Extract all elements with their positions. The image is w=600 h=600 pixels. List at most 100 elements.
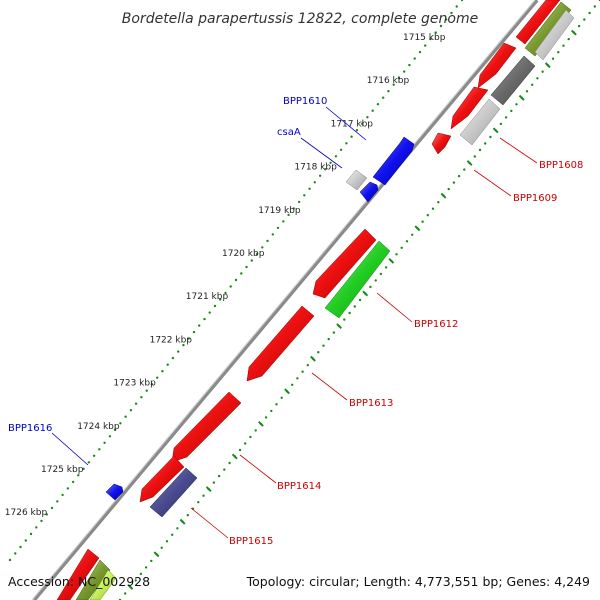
ruler-dot [551, 57, 555, 60]
ruler-dot [577, 24, 581, 28]
feature-lightgray-bpp1609[interactable] [459, 98, 501, 146]
feature-darkgray[interactable] [490, 55, 536, 106]
ruler-dot [56, 500, 59, 503]
gene-arrow-top-3[interactable] [450, 86, 489, 130]
ruler-dot [228, 461, 231, 465]
ruler-dot [197, 501, 200, 504]
ruler-dot [166, 363, 169, 366]
ruler-dot [182, 343, 185, 347]
ruler-dot [457, 174, 461, 178]
ruler-dot [510, 109, 513, 113]
ruler-dot [504, 116, 508, 119]
label-bpp1613[interactable]: BPP1613 [349, 398, 393, 409]
ruler-dot [536, 77, 539, 80]
ruler-dot [400, 246, 403, 249]
ruler-dot [531, 83, 534, 87]
ruler-dot [219, 298, 222, 301]
feature-olive-bottom[interactable] [75, 559, 111, 600]
ruler-tick [310, 355, 316, 362]
feature-lightgray-top[interactable] [534, 9, 575, 61]
ruler-tick [205, 486, 212, 493]
ruler-dot [140, 396, 143, 399]
label-bpp1614[interactable]: BPP1614 [277, 481, 321, 492]
label-bpp1608[interactable]: BPP1608 [539, 160, 583, 171]
ruler-dot [224, 291, 227, 295]
ruler-dot [234, 278, 238, 282]
ruler-dot [171, 356, 175, 360]
ruler-dot [525, 90, 529, 93]
ruler-dot [92, 454, 96, 457]
ruler-dot [119, 422, 122, 425]
feature-gray-csaA[interactable] [345, 169, 368, 191]
ruler-dot [160, 546, 163, 549]
gene-arrow-bpp1608[interactable] [431, 132, 452, 155]
ruler-dot [150, 383, 154, 386]
label-csaA[interactable]: csaA [277, 127, 301, 138]
genome-summary-text: Topology: circular; Length: 4,773,551 bp… [246, 574, 590, 589]
feature-green-bpp1612[interactable] [324, 240, 391, 319]
feature-navy-bpp1615[interactable] [149, 467, 198, 518]
label-bpp1610[interactable]: BPP1610 [283, 96, 327, 107]
gene-arrow-top-2[interactable] [477, 42, 517, 89]
gene-arrow-bpp1612[interactable] [312, 228, 377, 299]
ruler-dot [567, 37, 570, 41]
ruler-dot [439, 24, 443, 28]
feature-olive-top[interactable] [524, 1, 572, 57]
feature-lime-bottom[interactable] [89, 569, 117, 600]
label-bpp1615[interactable]: BPP1615 [229, 536, 273, 547]
gene-arrow-bpp1615-red[interactable] [139, 455, 185, 503]
reverse-strand-track [56, 0, 561, 600]
gene-arrow-top-1[interactable] [515, 0, 561, 45]
leader-bpp1613 [311, 372, 348, 401]
ruler-dot [176, 527, 179, 530]
ruler-dot [270, 409, 273, 413]
inner-ruler [118, 0, 600, 600]
ruler-dot [405, 240, 409, 243]
ruler-dot [353, 305, 356, 308]
leader-bpp1610 [325, 106, 367, 141]
ruler-tick [362, 290, 369, 297]
ruler-dot [339, 148, 343, 151]
gene-arrow-bpp1614[interactable] [171, 391, 242, 463]
ruler-dot [371, 109, 374, 112]
ruler-tick [544, 62, 551, 69]
ruler-dot [429, 37, 432, 41]
ruler-dot [583, 18, 586, 21]
label-bpp1616[interactable]: BPP1616 [8, 423, 52, 434]
ruler-dot [40, 519, 43, 523]
ruler-dot [240, 272, 243, 275]
leader-bpp1609 [473, 169, 512, 197]
ruler-dot [382, 96, 385, 99]
ruler-tick [518, 94, 525, 101]
ruler-dot [192, 330, 196, 334]
genome-backbone-highlight [31, 0, 536, 600]
ruler-dot [124, 592, 127, 595]
ruler-dot [588, 11, 591, 15]
ruler-dot [463, 168, 466, 171]
ruler-dot [24, 539, 27, 542]
gene-labels: BPP1610 csaA BPP1616 BPP1608 BPP1609 BPP… [8, 96, 583, 547]
ruler-dot [369, 285, 372, 289]
ruler-dot [291, 383, 294, 386]
gene-arrow-bpp1616[interactable] [105, 483, 124, 501]
ruler-dot [297, 200, 301, 204]
ruler-dot [139, 572, 143, 576]
ruler-dot [108, 435, 112, 438]
ruler-dot [165, 540, 169, 543]
gene-arrow-csaA[interactable] [359, 181, 379, 203]
label-bpp1609[interactable]: BPP1609 [513, 193, 557, 204]
ruler-dot [334, 155, 338, 158]
tick-labels: 1715 kbp 1716 kbp 1717 kbp 1718 kbp 1719 kbp… [5, 33, 446, 518]
ruler-dot [313, 181, 316, 184]
ruler-dot [249, 435, 252, 439]
label-bpp1612[interactable]: BPP1612 [414, 319, 458, 330]
gene-arrow-bottom-1[interactable] [56, 548, 100, 600]
ruler-tick [414, 225, 421, 232]
ruler-dot [450, 11, 453, 15]
gene-arrow-bpp1610[interactable] [372, 136, 415, 186]
gene-arrow-bpp1613[interactable] [246, 305, 315, 382]
ruler-dot [161, 370, 164, 373]
ruler-dot [499, 122, 503, 126]
ruler-dot [129, 409, 133, 412]
ruler-dot [374, 279, 377, 282]
